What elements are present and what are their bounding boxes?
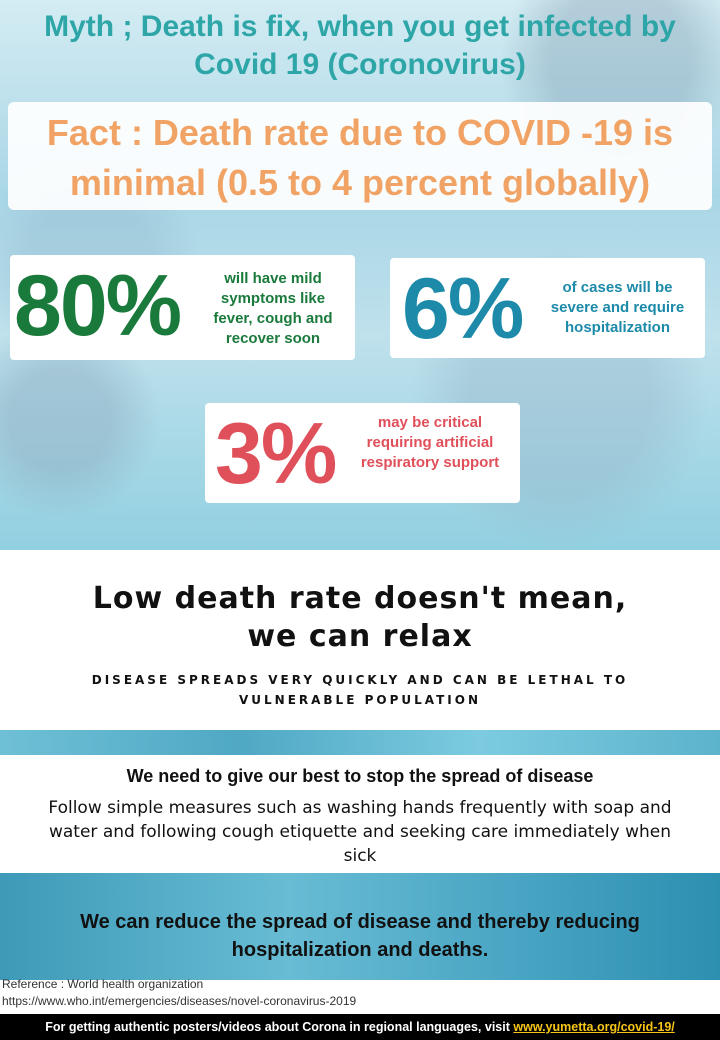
watercolor-band (0, 725, 720, 755)
fact-heading: Fact : Death rate due to COVID -19 is mi… (0, 108, 720, 208)
stat-description: will have mild symptoms like fever, coug… (213, 270, 333, 347)
footer-link[interactable]: www.yumetta.org/covid-19/ (513, 1020, 675, 1034)
stat-card-mild: 80% will have mild symptoms like fever, … (10, 255, 355, 360)
low-death-section (0, 550, 720, 730)
fact-line-1: Fact : Death rate due to COVID -19 is (46, 112, 674, 153)
stat-card-critical: 3% may be critical requiring artificial … (205, 403, 520, 503)
myth-heading: Myth ; Death is fix, when you get infect… (44, 10, 676, 81)
reduce-message: We can reduce the spread of disease and … (80, 911, 640, 961)
fact-panel (8, 102, 712, 210)
measures-title: We need to give our best to stop the spr… (126, 766, 594, 786)
stat-card-severe: 6% of cases will be severe and require h… (390, 258, 705, 358)
reference-url[interactable]: https://www.who.int/emergencies/diseases… (2, 994, 357, 1008)
fact-line-2: minimal (0.5 to 4 percent globally) (69, 162, 651, 203)
reference-label: Reference : World health organization (2, 977, 204, 991)
low-death-line-2: we can relax (247, 619, 473, 654)
stat-description: of cases will be severe and require hosp… (550, 279, 685, 336)
spread-note: DISEASE SPREADS VERY QUICKLY AND CAN BE … (91, 673, 629, 707)
measures-panel (0, 755, 720, 873)
low-death-heading: Low death rate doesn't mean, we can rela… (0, 580, 720, 656)
watercolor-background-bottom (0, 870, 720, 980)
footer-text: For getting authentic posters/videos abo… (45, 1020, 510, 1034)
low-death-line-1: Low death rate doesn't mean, (92, 581, 628, 616)
footer-bar: For getting authentic posters/videos abo… (0, 1014, 720, 1040)
stat-value: 3% (215, 406, 337, 502)
stat-description: may be critical requiring artificial res… (360, 414, 500, 471)
stat-value: 80% (14, 258, 182, 354)
stat-value: 6% (402, 261, 524, 357)
measures-body: Follow simple measures such as washing h… (48, 798, 672, 866)
